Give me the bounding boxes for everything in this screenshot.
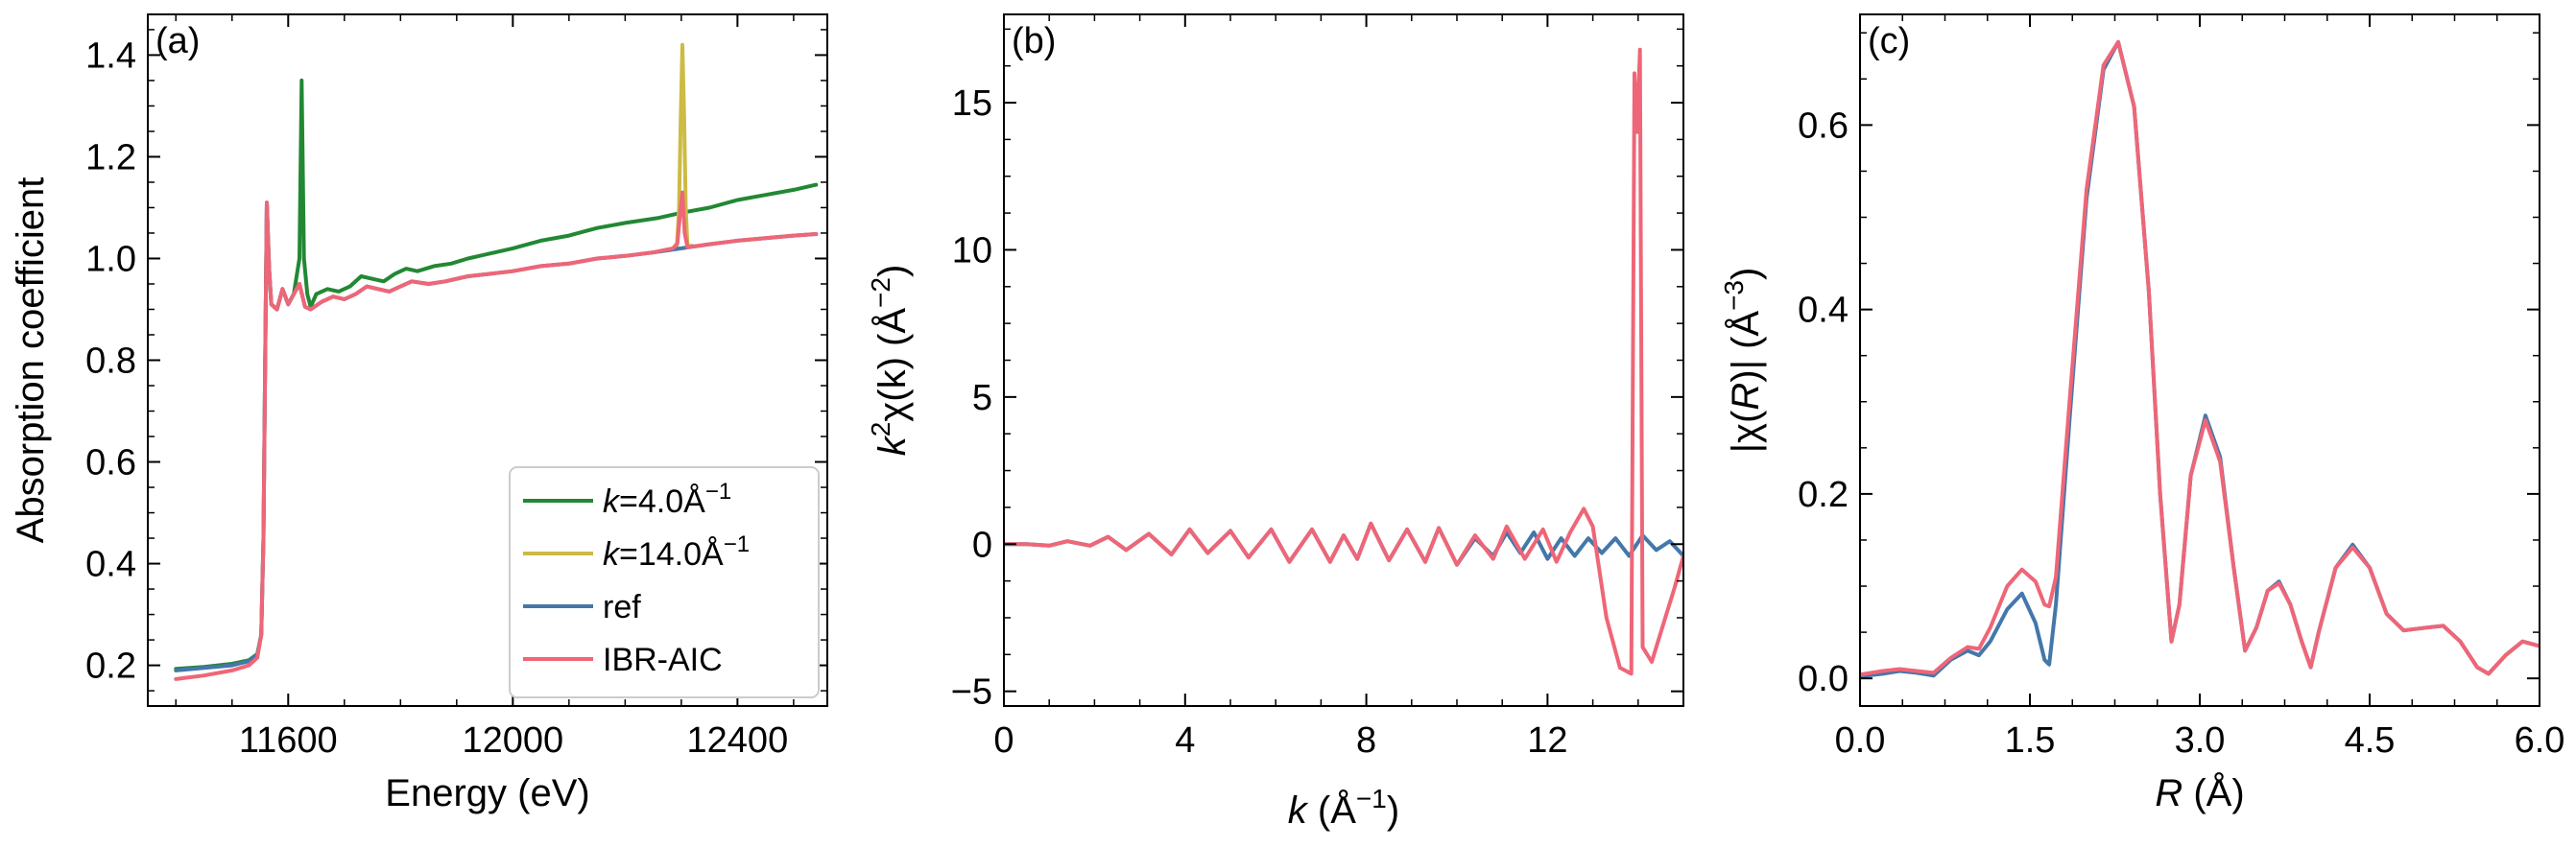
x-axis-label: R (Å) [2155,771,2244,814]
panel-a: 11600 12000 12400 0.2 0.4 0.6 0.8 1.0 1.2 1.4 (a) E… [10,13,828,814]
x-tick-label: 6.0 [2515,720,2565,761]
legend-label: ref [603,589,641,625]
y-tick-label: 0.6 [1798,106,1849,146]
x-tick-label: 8 [1356,720,1376,761]
y-tick-label: 0.2 [85,647,136,687]
y-tick-label: −5 [951,672,992,713]
y-tick-label: 0.6 [85,443,136,483]
y-tick-label: 5 [972,378,992,418]
x-tick-label: 1.5 [2005,720,2056,761]
x-tick-label: 11600 [239,720,338,761]
series-group [1004,47,1683,676]
panel-label: (c) [1868,21,1910,61]
panel-label: (b) [1012,21,1056,61]
y-tick-label: 0.4 [85,545,136,585]
y-tick-label: 0.4 [1798,291,1849,331]
x-axis-label: Energy (eV) [385,772,589,814]
x-tick-label: 0 [993,720,1014,761]
y-axis-label: k2χ(k) (Å−2) [866,265,914,457]
y-axis-label: Absorption coefficient [10,177,52,544]
y-tick-label: 0 [972,525,992,565]
y-tick-label: 1.4 [85,35,136,76]
legend-box [509,466,820,698]
panel-label: (a) [155,21,200,61]
y-tick-label: 0.0 [1798,659,1849,699]
legend: k=4.0Å−1 k=14.0Å−1 ref IBR-AIC [509,466,820,698]
y-tick-label: 0.2 [1798,475,1849,515]
y-tick-label: 15 [952,83,992,124]
x-tick-label: 4.5 [2345,720,2396,761]
x-tick-label: 12 [1527,720,1567,761]
x-axis-label: k (Å−1) [1288,784,1399,832]
y-tick-label: 10 [952,230,992,271]
y-tick-label: 1.0 [85,239,136,279]
series-group [1860,39,2540,679]
y-axis-label: |χ(R)| (Å−3) [1719,268,1767,454]
series-line-ibr-aic [1860,39,2540,677]
series-group [174,42,819,681]
x-tick-label: 3.0 [2175,720,2226,761]
series-line-ibr-aic [174,190,819,681]
panel-c: 0.0 1.5 3.0 4.5 6.0 0.0 0.2 0.4 0.6 (c) R (Å) |χ(R)… [1719,13,2565,814]
y-tick-label: 1.2 [85,137,136,177]
x-tick-label: 4 [1175,720,1195,761]
plot-frame [1003,13,1684,707]
plot-frame [1859,13,2540,707]
series-line-ref [1004,521,1683,567]
x-tick-label: 12400 [687,720,789,761]
legend-label: IBR-AIC [603,642,723,678]
x-tick-label: 0.0 [1835,720,1886,761]
series-line-ref [1860,39,2540,679]
legend-label: k=14.0Å−1 [603,531,750,573]
x-tick-label: 12000 [462,720,563,761]
legend-label: k=4.0Å−1 [603,479,731,520]
series-line-ibr-aic [1004,47,1683,676]
y-tick-label: 0.8 [85,342,136,382]
